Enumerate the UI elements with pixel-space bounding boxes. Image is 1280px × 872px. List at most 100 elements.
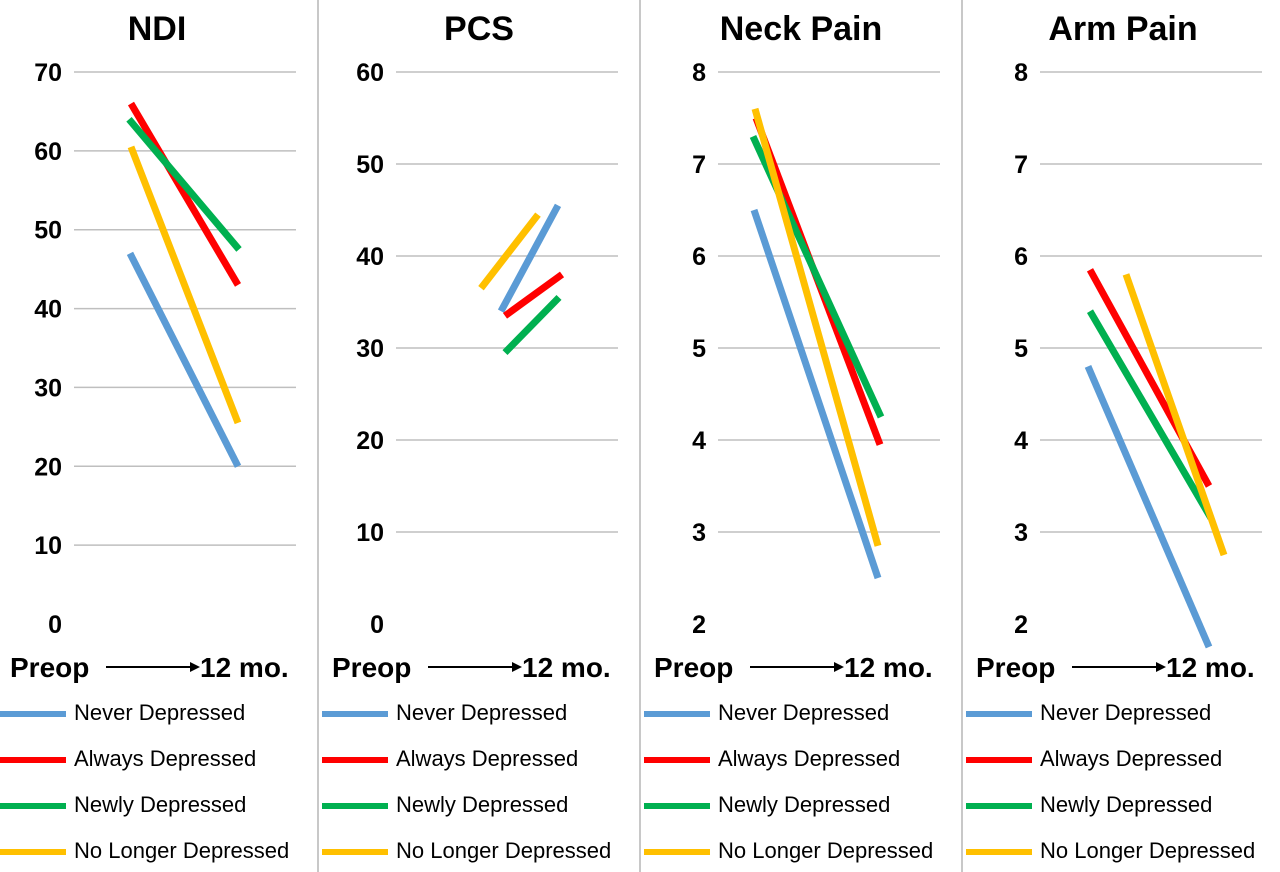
legend-swatch xyxy=(966,849,1032,855)
y-tick-label: 8 xyxy=(692,59,706,87)
legend-swatch xyxy=(0,803,66,809)
legend-item-always: Always Depressed xyxy=(644,744,966,774)
x-end-label: 12 mo. xyxy=(200,652,289,683)
y-tick-label: 6 xyxy=(1014,243,1028,271)
y-tick-label: 20 xyxy=(356,427,384,455)
legend-label: Newly Depressed xyxy=(718,792,891,817)
y-tick-label: 4 xyxy=(692,427,706,455)
chart-plot-pcs: PCS 0 10 20 30 40 50 60 Preop 12 mo. xyxy=(332,10,618,683)
series-line-no-longer-depressed xyxy=(1122,273,1228,557)
legend-label: No Longer Depressed xyxy=(718,838,934,863)
y-tick-label: 40 xyxy=(356,243,384,271)
y-tick-label: 30 xyxy=(34,374,62,402)
series-line-newly-depressed xyxy=(1086,309,1215,520)
legend-swatch xyxy=(644,803,710,809)
legend-label: Never Depressed xyxy=(74,700,246,725)
legend-item-newly: Newly Depressed xyxy=(644,790,966,820)
y-tick-label: 5 xyxy=(1014,335,1028,363)
chart-panel-neck-pain: Neck Pain 2 3 4 5 6 7 8 Preop 12 mo. Never Depress… xyxy=(644,0,966,872)
series-line-no-longer-depressed xyxy=(478,212,541,291)
y-tick-label: 4 xyxy=(1014,427,1028,455)
arrow-head-icon xyxy=(834,662,844,672)
y-tick-label: 3 xyxy=(692,519,706,547)
y-tick-label: 2 xyxy=(692,611,706,639)
legend-label: Never Depressed xyxy=(396,700,568,725)
x-end-label: 12 mo. xyxy=(522,652,611,683)
arrow-head-icon xyxy=(1156,662,1166,672)
legend-item-newly: Newly Depressed xyxy=(966,790,1280,820)
legend-swatch xyxy=(322,803,388,809)
legend-item-no-longer: No Longer Depressed xyxy=(644,836,966,866)
series-line-newly-depressed xyxy=(126,117,242,252)
series-line-newly-depressed xyxy=(502,294,562,356)
panel-divider xyxy=(961,0,963,872)
panel-divider xyxy=(639,0,641,872)
chart-title: PCS xyxy=(444,10,514,48)
chart-title: Neck Pain xyxy=(720,10,883,48)
y-tick-label: 8 xyxy=(1014,59,1028,87)
y-tick-label: 40 xyxy=(34,296,62,324)
legend-swatch xyxy=(966,711,1032,717)
chart-panel-arm-pain: Arm Pain 2 3 4 5 6 7 8 Preop 12 mo. Never Depresse… xyxy=(966,0,1280,872)
x-start-label: Preop xyxy=(654,652,733,683)
chart-title: Arm Pain xyxy=(1048,10,1197,48)
y-tick-label: 20 xyxy=(34,453,62,481)
legend-label: Newly Depressed xyxy=(1040,792,1213,817)
legend-swatch xyxy=(0,849,66,855)
series-line-never-depressed xyxy=(126,251,242,468)
chart-plot-neck-pain: Neck Pain 2 3 4 5 6 7 8 Preop 12 mo. xyxy=(654,10,940,683)
legend-swatch xyxy=(0,757,66,763)
legend-swatch xyxy=(966,803,1032,809)
series-line-never-depressed xyxy=(1084,365,1213,649)
y-tick-label: 50 xyxy=(356,151,384,179)
legend-item-always: Always Depressed xyxy=(966,744,1280,774)
legend-label: Always Depressed xyxy=(74,746,257,771)
x-start-label: Preop xyxy=(10,652,89,683)
legend-swatch xyxy=(644,711,710,717)
x-end-label: 12 mo. xyxy=(1166,652,1255,683)
legend-label: Newly Depressed xyxy=(396,792,569,817)
legend-label: Always Depressed xyxy=(396,746,579,771)
legend-item-never: Never Depressed xyxy=(966,698,1280,728)
y-tick-label: 7 xyxy=(1014,151,1028,179)
y-tick-label: 30 xyxy=(356,335,384,363)
legend-label: No Longer Depressed xyxy=(396,838,612,863)
series-line-no-longer-depressed xyxy=(751,107,882,547)
legend-swatch xyxy=(966,757,1032,763)
chart-plot-ndi: NDI 0 10 20 30 40 50 60 70 Preop 12 mo. xyxy=(10,10,296,683)
chart-title: NDI xyxy=(128,10,187,48)
y-tick-label: 50 xyxy=(34,217,62,245)
legend-item-never: Never Depressed xyxy=(644,698,966,728)
arrow-head-icon xyxy=(190,662,200,672)
chart-panel-pcs: PCS 0 10 20 30 40 50 60 Preop 12 mo. Never Depress… xyxy=(322,0,644,872)
chart-panel-ndi: NDI 0 10 20 30 40 50 60 70 Preop 12 mo. Never Depre… xyxy=(0,0,322,872)
legend-item-no-longer: No Longer Depressed xyxy=(0,836,322,866)
legend-item-no-longer: No Longer Depressed xyxy=(322,836,644,866)
y-tick-label: 60 xyxy=(34,138,62,166)
y-tick-label: 2 xyxy=(1014,611,1028,639)
legend-swatch xyxy=(0,711,66,717)
series-line-never-depressed xyxy=(497,203,562,313)
legend-label: No Longer Depressed xyxy=(74,838,290,863)
series-line-no-longer-depressed xyxy=(127,145,242,425)
x-end-label: 12 mo. xyxy=(844,652,933,683)
legend-item-never: Never Depressed xyxy=(322,698,644,728)
x-start-label: Preop xyxy=(332,652,411,683)
legend-item-always: Always Depressed xyxy=(0,744,322,774)
y-tick-label: 10 xyxy=(34,532,62,560)
y-tick-label: 7 xyxy=(692,151,706,179)
y-tick-label: 70 xyxy=(34,59,62,87)
chart-plot-arm-pain: Arm Pain 2 3 4 5 6 7 8 Preop 12 mo. xyxy=(976,10,1262,683)
x-start-label: Preop xyxy=(976,652,1055,683)
y-tick-label: 0 xyxy=(370,611,384,639)
legend-label: Always Depressed xyxy=(1040,746,1223,771)
legend-swatch xyxy=(322,711,388,717)
legend-item-newly: Newly Depressed xyxy=(322,790,644,820)
legend-label: No Longer Depressed xyxy=(1040,838,1256,863)
y-tick-label: 10 xyxy=(356,519,384,547)
series-line-always-depressed xyxy=(127,101,242,287)
y-tick-label: 0 xyxy=(48,611,62,639)
legend-swatch xyxy=(644,757,710,763)
legend-item-no-longer: No Longer Depressed xyxy=(966,836,1280,866)
legend-swatch xyxy=(322,757,388,763)
